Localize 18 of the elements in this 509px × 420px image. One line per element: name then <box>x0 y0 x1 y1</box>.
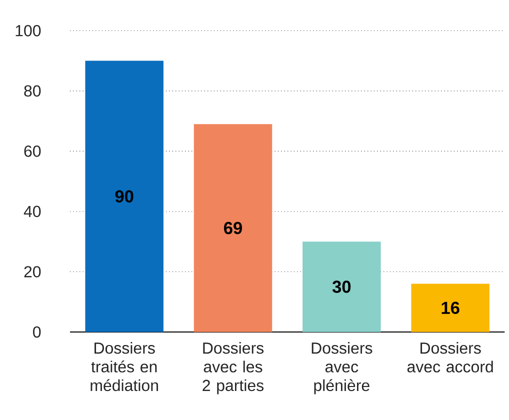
x-tick-label: Dossiers avec plénière <box>312 342 372 394</box>
data-label: 30 <box>332 280 351 293</box>
data-label: 69 <box>224 222 242 234</box>
y-tick-label: 20 <box>24 266 41 278</box>
bar <box>411 284 490 332</box>
x-tick-label: Dossiers traités en médiation <box>90 342 158 392</box>
y-tick-label: 0 <box>33 326 41 338</box>
bar <box>85 60 164 332</box>
x-tick-label: Dossiers avec accord <box>407 342 493 372</box>
y-tick-label: 80 <box>24 85 41 97</box>
x-tick-label: Dossiers avec les 2 parties <box>202 342 264 394</box>
bar <box>194 124 272 332</box>
y-tick-label: 40 <box>24 206 41 218</box>
y-tick-label: 60 <box>24 146 41 157</box>
y-tick-label: 100 <box>16 25 41 36</box>
data-label: 90 <box>115 190 134 203</box>
bar <box>302 242 381 332</box>
data-label: 16 <box>442 302 460 314</box>
